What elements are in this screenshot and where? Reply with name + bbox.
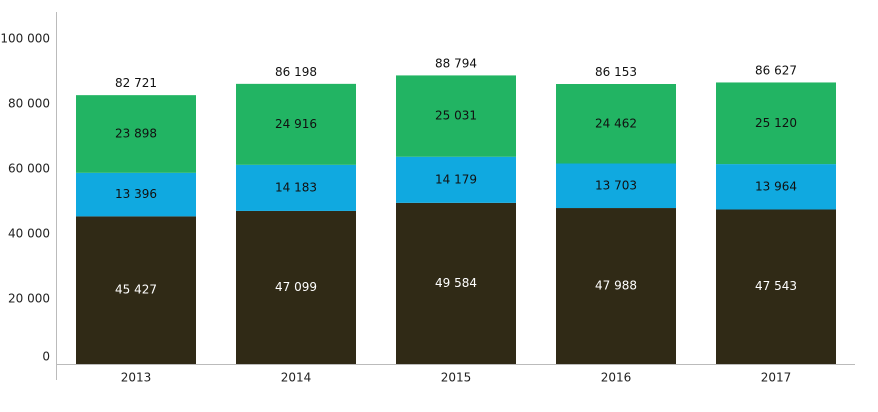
- bar-segment: [716, 209, 836, 364]
- y-tick-label: 80 000: [8, 97, 50, 111]
- bar-segment: [556, 208, 676, 364]
- y-tick-label: 20 000: [8, 292, 50, 306]
- bar-segment: [396, 75, 516, 157]
- data-label: 14 183: [275, 180, 317, 194]
- data-label: 24 916: [275, 117, 317, 131]
- y-tick-label: 0: [42, 350, 50, 364]
- total-label: 86 627: [755, 63, 797, 77]
- bar-segment: [556, 163, 676, 209]
- data-label: 13 396: [115, 187, 157, 201]
- x-tick-label: 2013: [121, 371, 152, 385]
- data-label: 47 099: [275, 280, 317, 294]
- data-label: 14 179: [435, 172, 477, 186]
- total-label: 88 794: [435, 56, 477, 70]
- bar-segment: [236, 164, 356, 211]
- x-tick-label: 2015: [441, 371, 472, 385]
- x-tick-label: 2014: [281, 371, 312, 385]
- x-axis-ticks: 2013 2014 2015 2016 2017: [121, 371, 792, 385]
- data-label: 13 964: [755, 179, 797, 193]
- bars: [76, 75, 836, 364]
- data-label: 49 584: [435, 276, 477, 290]
- total-label: 82 721: [115, 76, 157, 90]
- total-label: 86 153: [595, 65, 637, 79]
- data-labels: 45 427 13 396 23 898 82 721 47 099 14 183 24 9…: [115, 56, 797, 296]
- data-label: 47 988: [595, 279, 637, 293]
- total-label: 86 198: [275, 65, 317, 79]
- data-label: 47 543: [755, 279, 797, 293]
- data-label: 45 427: [115, 283, 157, 297]
- bar-segment: [396, 156, 516, 203]
- y-tick-label: 40 000: [8, 227, 50, 241]
- data-label: 25 120: [755, 116, 797, 130]
- bar-segment: [396, 202, 516, 364]
- y-tick-label: 100 000: [0, 32, 50, 46]
- y-axis-ticks: 0 20 000 40 000 60 000 80 000 100 000: [0, 32, 50, 364]
- x-tick-label: 2017: [761, 371, 792, 385]
- bar-segment: [76, 172, 196, 217]
- bar-segment: [76, 216, 196, 364]
- bar-segment: [236, 83, 356, 165]
- data-label: 24 462: [595, 116, 637, 130]
- data-label: 25 031: [435, 109, 477, 123]
- bar-segment: [76, 95, 196, 173]
- bar-segment: [716, 164, 836, 210]
- bar-segment: [716, 82, 836, 165]
- y-tick-label: 60 000: [8, 162, 50, 176]
- data-label: 23 898: [115, 126, 157, 140]
- data-label: 13 703: [595, 178, 637, 192]
- x-tick-label: 2016: [601, 371, 632, 385]
- bar-segment: [556, 84, 676, 164]
- bar-segment: [236, 210, 356, 364]
